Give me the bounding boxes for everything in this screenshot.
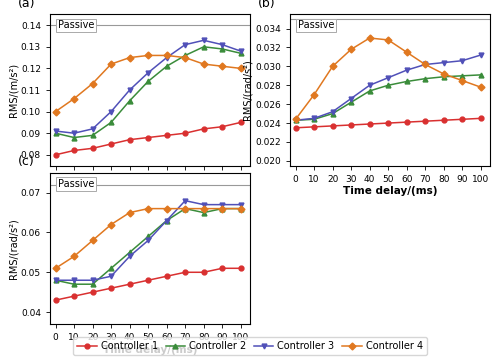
X-axis label: Time delay/(ms): Time delay/(ms) [103, 345, 197, 355]
Y-axis label: RMS/(rad/s²): RMS/(rad/s²) [242, 60, 252, 120]
Text: Passive: Passive [58, 179, 94, 189]
Text: (b): (b) [258, 0, 276, 10]
Text: Passive: Passive [298, 21, 335, 31]
Text: (a): (a) [18, 0, 36, 10]
Text: Passive: Passive [58, 21, 94, 31]
X-axis label: Time delay/(ms): Time delay/(ms) [103, 186, 197, 197]
Text: (c): (c) [18, 155, 35, 168]
X-axis label: Time delay/(ms): Time delay/(ms) [343, 186, 437, 197]
Y-axis label: RMS/(m/s²): RMS/(m/s²) [8, 63, 18, 117]
Y-axis label: RMS/(rad/s²): RMS/(rad/s²) [8, 218, 18, 279]
Legend: Controller 1, Controller 2, Controller 3, Controller 4: Controller 1, Controller 2, Controller 3… [74, 337, 426, 355]
